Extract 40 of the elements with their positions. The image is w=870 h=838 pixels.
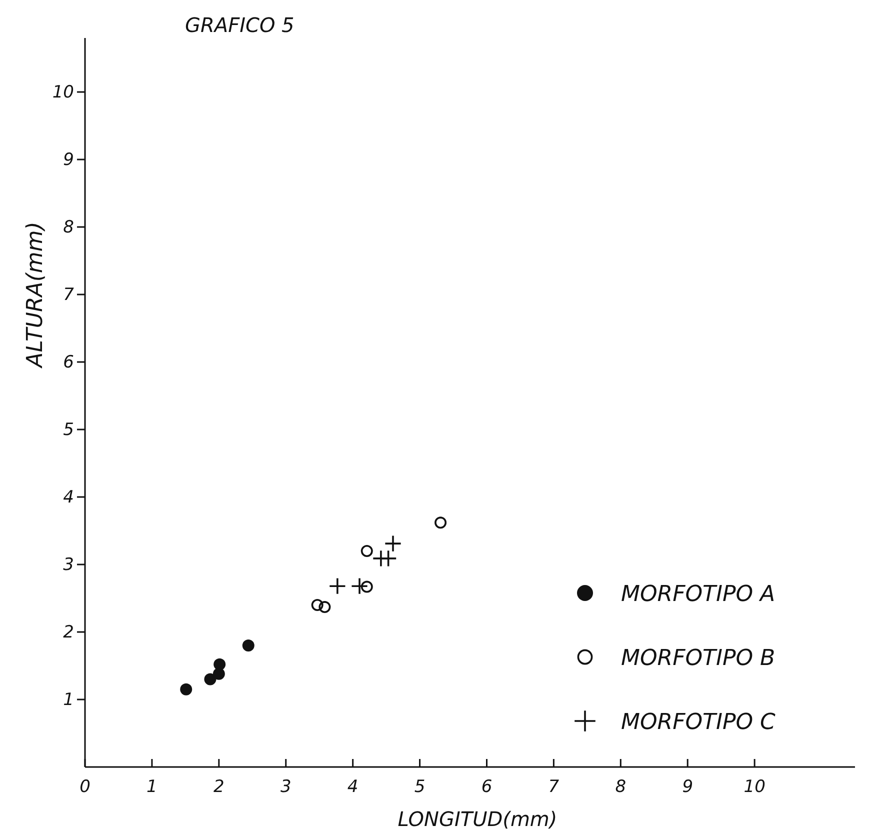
x-tick-label: 0: [80, 777, 90, 798]
point: [434, 516, 447, 529]
y-axis-title: ALTURA(mm): [23, 222, 48, 370]
x-tick-label: 5: [414, 777, 426, 798]
y-tick-label: 5: [63, 420, 74, 440]
x-tick-label: 10: [744, 777, 766, 798]
point: [350, 577, 368, 595]
y-tick-label: 7: [63, 284, 74, 305]
y-tick-label: 1: [63, 690, 74, 710]
x-tick-label: 2: [214, 777, 224, 798]
x-axis-title: LONGITUD(mm): [398, 807, 558, 831]
point: [384, 534, 402, 552]
legend-label: MORFOTIPO A: [621, 582, 776, 607]
chart-title: GRAFICO 5: [185, 13, 294, 37]
point: [360, 580, 373, 593]
y-tick-label: 3: [63, 554, 74, 575]
x-tick-label: 7: [548, 777, 560, 798]
x-tick-label: 3: [280, 777, 292, 798]
y-tick-label: 8: [63, 217, 74, 238]
point: [311, 599, 324, 611]
x-tick-label: 8: [615, 777, 626, 798]
point: [214, 658, 226, 670]
point: [204, 673, 216, 686]
legend-label: MORFOTIPO B: [621, 646, 776, 671]
point: [180, 683, 192, 696]
point: [328, 577, 346, 595]
x-tick-label: 4: [347, 777, 358, 798]
y-tick-label: 6: [63, 352, 74, 372]
point: [360, 545, 373, 557]
legend-label: MORFOTIPO C: [621, 710, 776, 735]
point: [242, 640, 254, 652]
point: [380, 550, 398, 568]
x-tick-label: 9: [682, 777, 694, 798]
y-tick-label: 4: [63, 487, 74, 508]
x-tick-label: 6: [481, 777, 492, 798]
y-tick-label: 10: [52, 82, 74, 102]
y-tick-label: 2: [63, 622, 74, 642]
y-tick-label: 9: [63, 150, 74, 170]
point: [318, 601, 331, 614]
x-tick-label: 1: [146, 777, 158, 798]
